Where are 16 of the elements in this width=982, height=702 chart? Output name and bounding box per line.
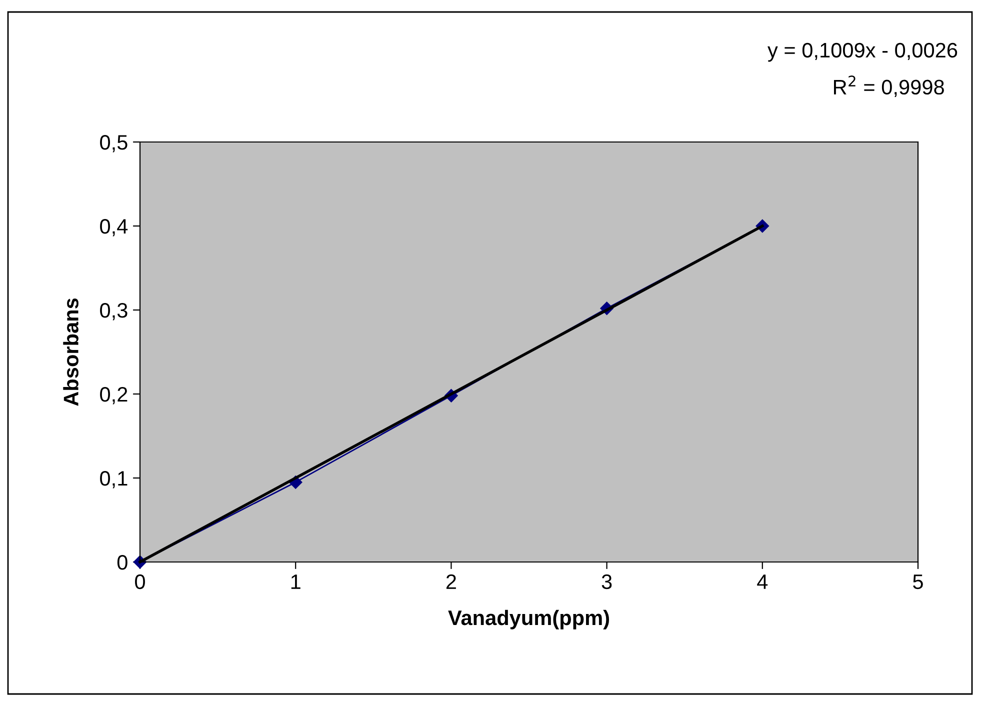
text: R$^{2}$ = 0,9998 — [834, 76, 944, 98]
y-tick-label: 0,1 — [100, 471, 128, 488]
x-tick-label: 1 — [291, 574, 300, 589]
y-axis-title: Absorbans — [63, 298, 78, 406]
x-tick-label: 3 — [602, 574, 612, 590]
y-tick-label: 0,2 — [100, 387, 128, 404]
y-tick-label: 0,4 — [100, 219, 128, 236]
y-tick-label: 0,3 — [100, 303, 128, 320]
x-axis-title: Vanadyum(ppm) — [448, 610, 609, 630]
x-tick-label: 0 — [135, 574, 145, 590]
text: y = 0,1009x - 0,0026 — [768, 42, 958, 62]
y-tick-label: 0 — [117, 555, 128, 570]
x-tick-label: 5 — [913, 574, 923, 590]
x-tick-label: 2 — [446, 574, 456, 589]
x-tick-label: 4 — [757, 574, 768, 589]
y-tick-label: 0,5 — [100, 135, 128, 152]
